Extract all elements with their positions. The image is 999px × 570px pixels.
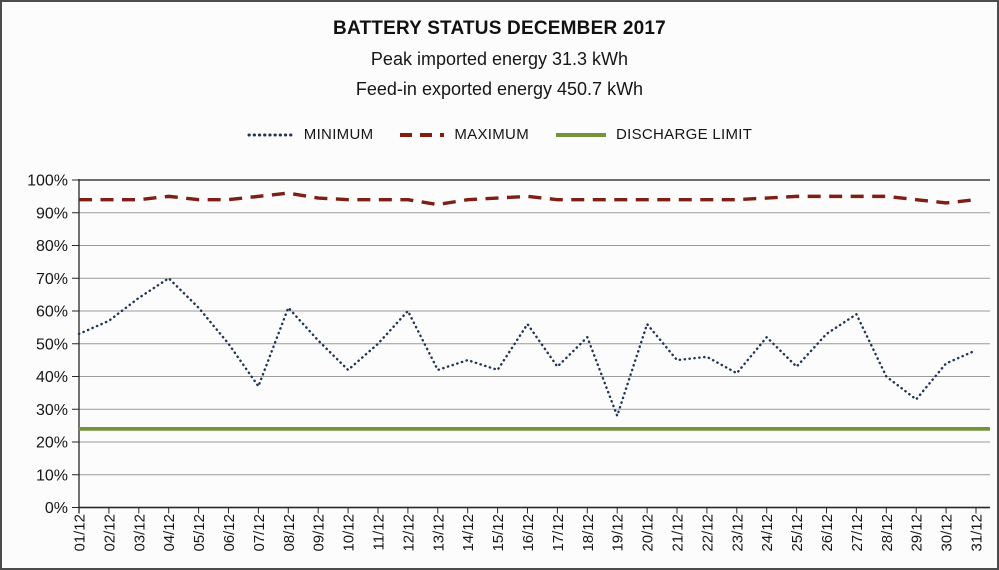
x-axis-label: 25/12 — [789, 514, 806, 552]
legend-item-minimum: MINIMUM — [247, 126, 374, 143]
x-axis-label: 29/12 — [909, 514, 926, 552]
x-axis-label: 20/12 — [640, 514, 657, 552]
subtitle-peak-imported: Peak imported energy 31.3 kWh — [370, 49, 629, 69]
y-axis-label: 50% — [36, 336, 68, 353]
x-axis-label: 09/12 — [311, 514, 328, 552]
x-axis-label: 08/12 — [281, 514, 298, 552]
legend-label-maximum: MAXIMUM — [454, 126, 529, 143]
legend-label-discharge-limit: DISCHARGE LIMIT — [616, 126, 753, 143]
x-axis-label: 23/12 — [729, 514, 746, 552]
x-axis-label: 24/12 — [759, 514, 776, 552]
chart-legend: MINIMUM MAXIMUM DISCHARGE LIMIT — [2, 126, 997, 143]
x-axis-label: 03/12 — [131, 514, 148, 552]
chart-title: BATTERY STATUS DECEMBER 2017 — [333, 18, 666, 39]
x-axis-label: 21/12 — [670, 514, 687, 552]
x-axis-label: 30/12 — [939, 514, 956, 552]
x-axis-label: 13/12 — [430, 514, 447, 552]
y-axis-label: 90% — [36, 205, 68, 222]
x-axis-label: 18/12 — [580, 514, 597, 552]
y-axis-label: 30% — [36, 402, 68, 419]
y-axis-label: 10% — [36, 467, 68, 484]
x-axis-label: 11/12 — [371, 514, 388, 550]
subtitle-feedin-exported: Feed-in exported energy 450.7 kWh — [355, 79, 644, 99]
minimum-series-line — [77, 277, 978, 417]
legend-label-minimum: MINIMUM — [303, 126, 374, 143]
x-axis-label: 26/12 — [819, 514, 836, 552]
y-axis-label: 80% — [36, 238, 68, 255]
y-axis-label: 0% — [45, 500, 68, 517]
x-axis-label: 28/12 — [879, 514, 896, 552]
x-axis-label: 27/12 — [849, 514, 866, 552]
x-axis-label: 16/12 — [520, 514, 537, 552]
discharge-limit-line-swatch — [556, 132, 606, 137]
maximum-series-line — [79, 191, 977, 207]
y-axis-label: 20% — [36, 435, 68, 452]
x-axis-label: 01/12 — [72, 514, 89, 552]
x-axis-label: 15/12 — [490, 514, 507, 552]
x-axis-label: 04/12 — [161, 514, 178, 552]
legend-item-maximum: MAXIMUM — [399, 126, 529, 143]
x-axis-label: 31/12 — [969, 514, 986, 552]
y-axis-label: 70% — [36, 271, 68, 288]
maximum-line-swatch — [400, 132, 445, 137]
x-axis-label: 14/12 — [460, 514, 477, 552]
y-axis-label: 100% — [27, 173, 68, 190]
x-axis-label: 02/12 — [101, 514, 118, 552]
legend-item-discharge-limit: DISCHARGE LIMIT — [555, 126, 752, 143]
x-axis-label: 10/12 — [341, 514, 358, 552]
minimum-line-swatch — [247, 133, 295, 136]
x-axis-label: 19/12 — [610, 514, 627, 552]
x-axis-label: 22/12 — [699, 514, 716, 552]
y-axis-label: 40% — [36, 369, 68, 386]
x-axis-label: 05/12 — [191, 514, 208, 552]
x-axis-label: 12/12 — [400, 514, 417, 552]
y-axis-label: 60% — [36, 304, 68, 321]
x-axis-label: 06/12 — [221, 514, 238, 552]
x-axis-label: 17/12 — [550, 514, 567, 552]
x-axis-label: 07/12 — [251, 514, 268, 552]
